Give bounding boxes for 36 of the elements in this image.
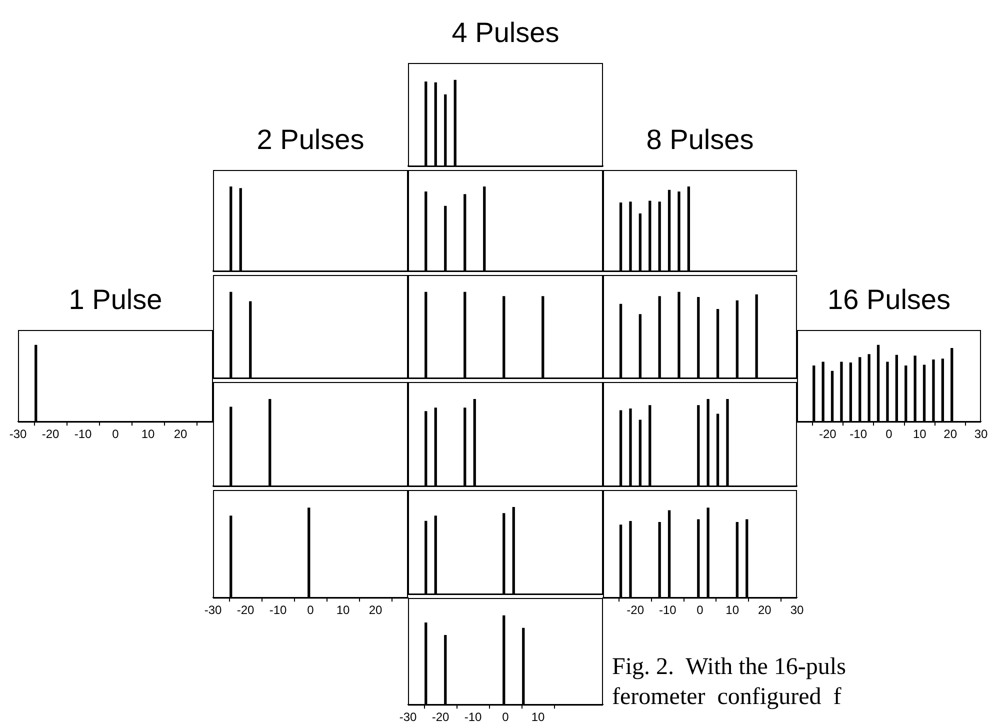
x-tick-label: 30 (790, 603, 804, 618)
x-tick-label: -30 (9, 427, 27, 442)
text: ferometer configured f (612, 683, 842, 712)
x-tick-label: -20 (626, 603, 644, 618)
x-tick-label: 20 (758, 603, 772, 618)
x-tick-label: 10 (726, 603, 740, 618)
x-tick-label: -10 (269, 603, 287, 618)
x-tick-label: -10 (850, 427, 868, 442)
x-tick-label: -30 (204, 603, 222, 618)
x-tick-label: 10 (912, 427, 927, 442)
x-tick-label: -30 (399, 710, 417, 724)
x-tick-label: -10 (658, 603, 677, 618)
x-tick-label: 0 (696, 603, 704, 618)
chart-title: 16 Pulses (826, 284, 952, 316)
x-tick-label: 0 (502, 710, 510, 724)
x-tick-label: 20 (944, 427, 958, 442)
x-tick-label: 20 (368, 603, 382, 618)
x-tick-label: 20 (174, 427, 188, 442)
x-tick-label: -10 (464, 710, 482, 724)
chart-title: 8 Pulses (645, 124, 755, 156)
caption: Fig. 2. With the 16-puls (612, 653, 846, 682)
x-tick-label: 0 (112, 427, 120, 442)
x-tick-label: -10 (74, 427, 92, 442)
x-tick-label: 10 (531, 710, 545, 724)
x-tick-label: -20 (236, 603, 254, 618)
x-tick-label: 30 (974, 427, 988, 442)
chart-title: 2 Pulses (256, 124, 366, 156)
chart-title: 4 Pulses (450, 17, 560, 49)
x-tick-label: -20 (818, 427, 837, 442)
x-tick-label: 0 (307, 603, 314, 618)
chart-title: 1 Pulse (68, 284, 164, 316)
x-tick-label: 0 (886, 427, 893, 442)
x-tick-label: 10 (336, 603, 350, 618)
x-tick-label: -20 (432, 710, 450, 724)
x-tick-label: 10 (141, 427, 155, 442)
x-tick-label: -20 (42, 427, 60, 442)
